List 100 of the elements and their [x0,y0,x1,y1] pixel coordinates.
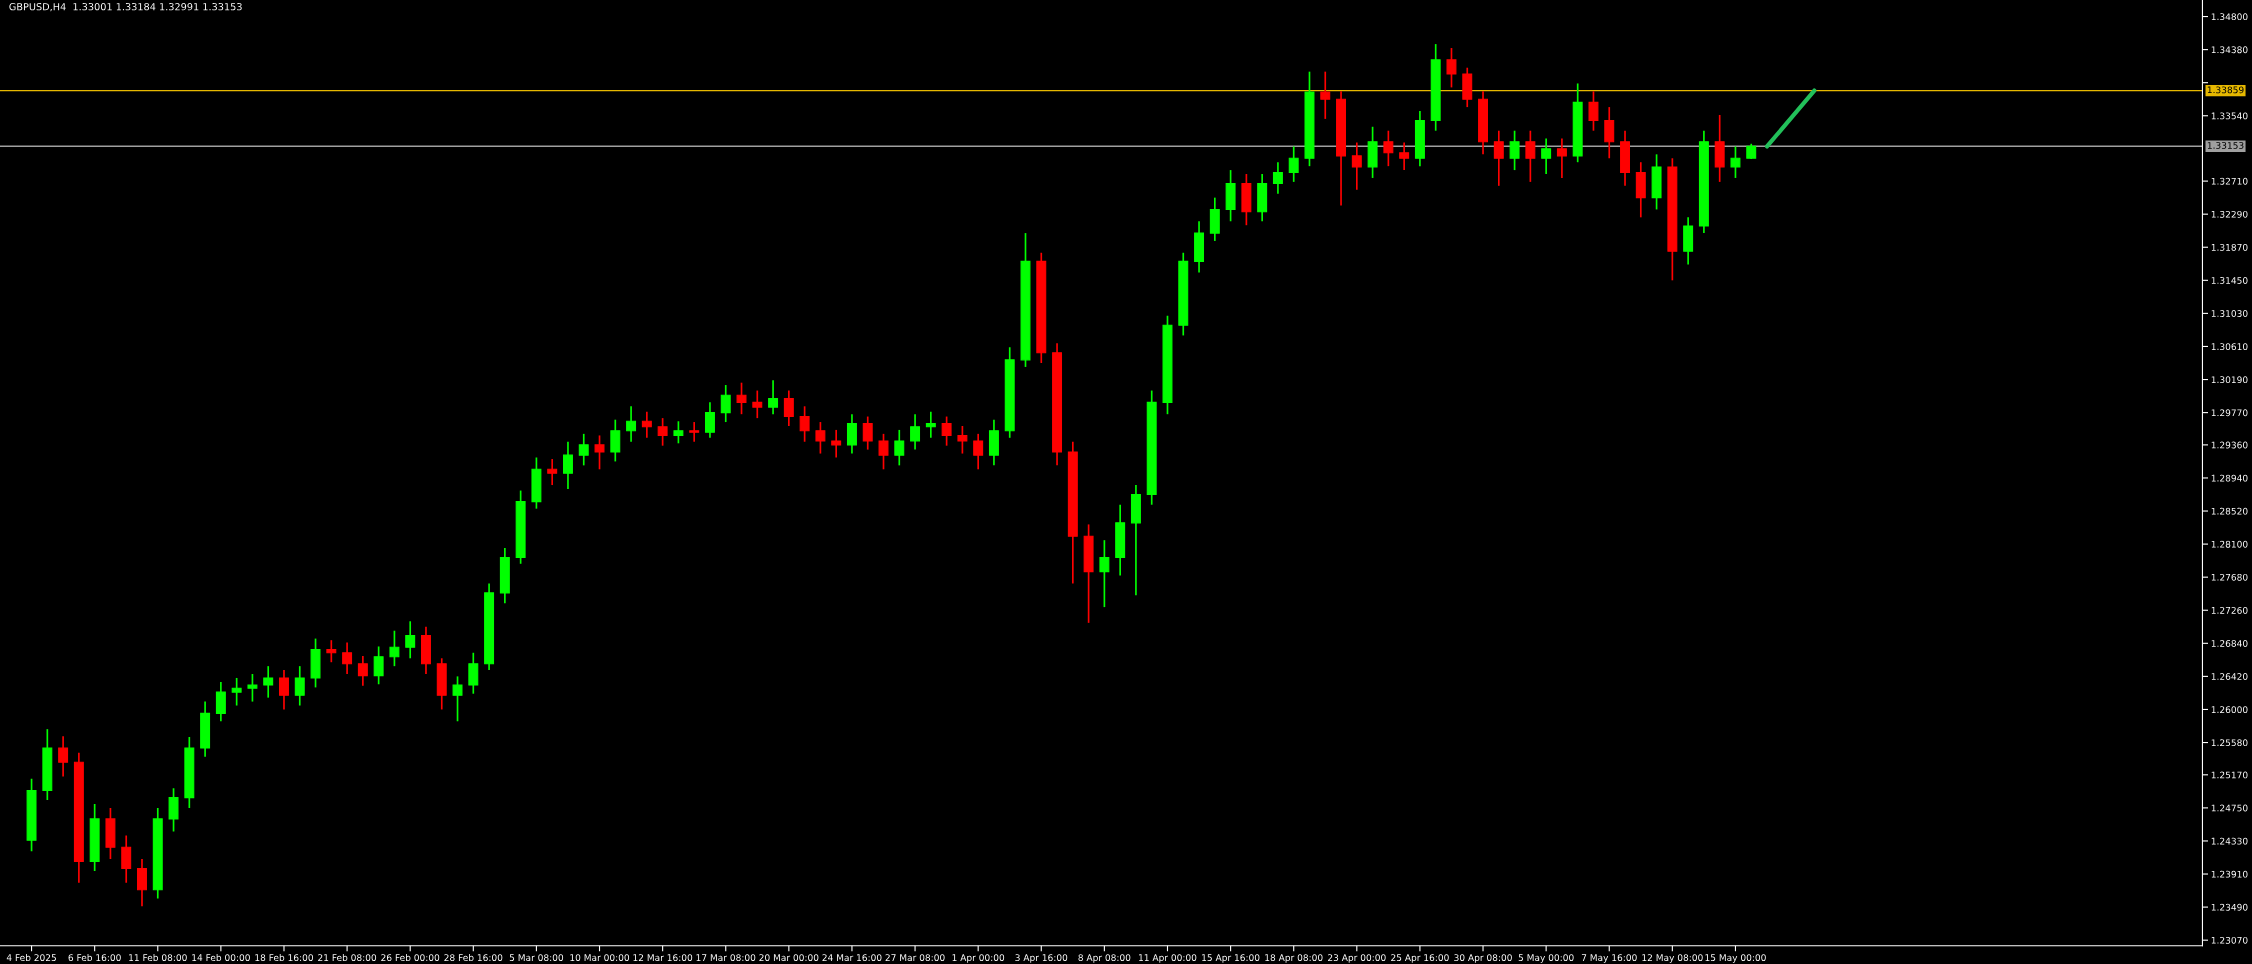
candlestick [768,379,779,416]
y-tick-label: 1.28100 [2211,540,2248,548]
candlestick [231,677,242,707]
candlestick [168,787,179,833]
candlestick [405,620,416,660]
y-tick-label: 1.29360 [2211,441,2248,449]
x-tick-label: 5 Mar 08:00 [509,954,564,962]
candlestick [1604,106,1615,160]
candlestick [704,401,715,439]
ref-line-label: 1.33859 [2207,86,2244,94]
candlestick [137,858,147,908]
y-tick-label: 1.33540 [2211,112,2248,120]
x-tick-label: 3 Apr 16:00 [1015,954,1068,963]
y-tick-label: 1.23070 [2211,936,2248,944]
x-tick-label: 5 May 00:00 [1518,954,1574,963]
candlestick [846,413,857,455]
candlestick [594,434,605,471]
candlestick [1320,70,1331,120]
x-tick-label: 24 Mar 16:00 [822,954,882,962]
candlestick [641,410,652,439]
candlestick [973,433,984,471]
x-tick-label: 4 Feb 2025 [6,954,56,962]
candlestick [326,639,337,664]
candlestick [215,681,226,723]
candlestick [373,645,384,686]
candlestick [831,429,842,459]
candlestick [58,735,69,778]
y-tick-label: 1.30190 [2211,376,2248,384]
candlestick [941,415,952,447]
x-tick-label: 15 May 00:00 [1705,954,1766,963]
y-tick-label: 1.24750 [2211,804,2248,812]
candlestick [279,669,289,711]
candlestick [1493,129,1504,187]
y-tick-label: 1.31870 [2211,243,2248,251]
y-tick-label: 1.23910 [2211,870,2248,878]
y-tick-label: 1.29770 [2211,409,2248,417]
x-tick-label: 6 Feb 16:00 [68,954,121,962]
chart-title: GBPUSD,H4 1.33001 1.33184 1.32991 1.33153 [9,3,242,12]
y-tick-label: 1.27260 [2211,606,2248,614]
x-tick-label: 14 Feb 00:00 [192,954,250,962]
candlestick [294,665,305,707]
candlestick [626,405,637,443]
y-tick-label: 1.31450 [2211,277,2248,284]
candlestick [562,440,573,490]
candlestick [1099,539,1110,608]
x-tick-label: 20 Mar 00:00 [759,954,819,962]
candlestick [862,415,873,451]
y-tick-label: 1.23490 [2211,903,2248,911]
y-tick-label: 1.25170 [2211,771,2248,779]
y-tick-label: 1.34380 [2211,46,2248,54]
candlestick [1730,145,1741,179]
candlestick [452,675,463,723]
x-tick-label: 27 Mar 08:00 [885,954,945,962]
candlestick [878,433,889,471]
candlestick [389,629,400,667]
candlestick [1446,47,1457,89]
candlestick [610,418,621,463]
x-tick-label: 30 Apr 08:00 [1454,954,1512,963]
y-tick-label: 1.26420 [2211,673,2248,680]
x-tick-label: 10 Mar 00:00 [570,954,630,962]
y-tick-label: 1.26840 [2211,640,2248,647]
x-tick-label: 1 Apr 00:00 [952,954,1005,963]
candlestick [1541,137,1552,175]
x-tick-label: 21 Feb 08:00 [318,954,377,962]
candlestick [910,413,921,451]
candlestick [1209,196,1220,242]
candlestick [342,641,353,675]
candlestick [752,389,763,419]
candlestick [1288,145,1299,183]
x-tick-label: 18 Feb 16:00 [255,954,313,962]
x-tick-label: 7 May 16:00 [1581,954,1637,963]
candlestick [783,389,794,427]
candlestick [547,458,558,486]
x-tick-label: 26 Feb 00:00 [381,954,440,962]
candlestick [247,673,258,703]
y-tick-label: 1.28520 [2211,507,2248,515]
candlestick [357,655,368,687]
x-tick-label: 8 Apr 08:00 [1078,954,1131,963]
x-tick-label: 12 May 08:00 [1642,954,1703,963]
candlestick [1272,161,1283,195]
y-tick-label: 1.28940 [2211,474,2248,482]
candlestick [468,651,479,695]
x-tick-label: 17 Mar 08:00 [696,954,756,962]
y-tick-label: 1.32710 [2211,177,2248,185]
ref-line-label: 1.33153 [2207,142,2244,149]
y-tick-label: 1.26000 [2211,706,2248,714]
candlestick [1588,90,1599,132]
candlestick [1383,129,1394,167]
candlestick [689,421,700,443]
x-tick-label: 18 Apr 08:00 [1265,954,1323,963]
x-tick-label: 23 Apr 00:00 [1328,954,1386,963]
y-tick-label: 1.25580 [2211,739,2248,747]
x-tick-label: 12 Mar 16:00 [633,954,693,962]
y-tick-label: 1.34800 [2211,13,2248,21]
candlestick [957,425,968,455]
candlestick [578,433,589,467]
candlestick [720,384,731,423]
candlestick [1525,129,1536,183]
candlestick [1399,141,1410,171]
candlestick [925,410,936,439]
